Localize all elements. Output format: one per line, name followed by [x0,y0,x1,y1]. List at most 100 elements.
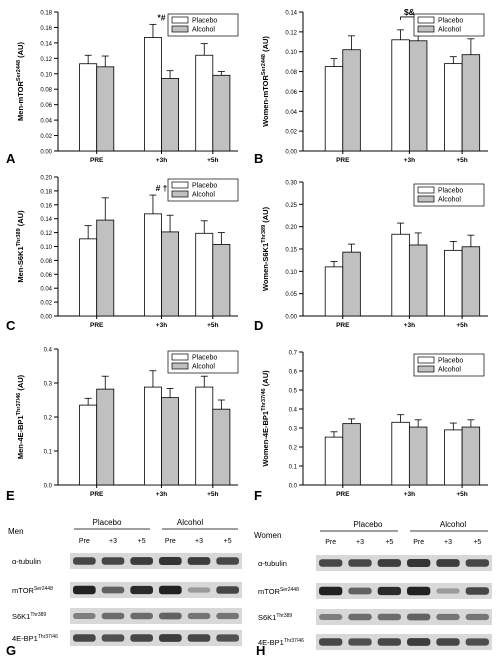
blot-lane-label: +3 [444,539,452,546]
placebo-bar [79,404,98,486]
blot-membrane [70,582,242,598]
placebo-bar [391,233,410,317]
blot-row-label-superscript: Thr389 [276,613,292,619]
y-tick-label: 0.00 [285,315,297,321]
y-tick-label: 0.5 [289,389,298,395]
blot-lane-label: +3 [195,538,203,545]
blot-lane-label: +3 [356,539,364,546]
y-tick-label: 0.30 [285,181,297,187]
x-tick-label: +3h [404,157,415,164]
blot-lane-label: +5 [224,538,232,545]
chart-panel-f: 0.0 0.1 0.2 0.3 0.4 0.5 0.6 0.7 Women-4E-BP1Thr3… [254,351,488,503]
legend: Placebo Alcohol [413,183,485,207]
y-axis-label-unit: (AU) [261,36,270,54]
blot-band [130,585,153,595]
legend-label: Placebo [192,183,217,190]
chart-panel-c: 0.00 0.02 0.04 0.06 0.08 0.10 0.12 0.14 0.16 0.18… [6,176,239,333]
placebo-bar [324,266,344,317]
x-tick-label: +5h [456,491,467,498]
y-tick-label: 0.02 [285,130,297,136]
alcohol-bar [461,426,481,486]
chart-panel-e: 0.0 0.1 0.2 0.3 0.4 Men-4E-BP1Thr37/46 (AU) PR… [6,348,239,503]
blot-condition-label: Alcohol [177,518,203,527]
blot-membrane [70,553,242,569]
x-tick-label: +3h [404,491,415,498]
legend-label: Placebo [438,358,463,365]
placebo-bar [143,213,162,317]
y-tick-label: 0.0 [289,484,298,490]
placebo-legend-swatch [417,16,435,24]
alcohol-legend-swatch [171,25,189,33]
blot-group-label: Men [8,527,24,536]
y-tick-label: 0.4 [289,408,298,414]
y-tick-label: 0.10 [285,270,297,276]
placebo-bar [79,63,98,152]
blot-band [187,557,211,565]
legend-label: Alcohol [438,367,461,374]
alcohol-bar [408,426,428,486]
panel-letter: A [6,151,16,166]
alcohol-bar [342,251,361,317]
blot-band [377,586,401,596]
blot-band [348,638,372,646]
panel-letter: D [254,318,263,333]
y-tick-label: 0.4 [44,348,53,354]
y-axis-label-main: Women-4E-BP1 [261,411,270,467]
placebo-bar [444,429,463,486]
chart-panel-a: 0.00 0.02 0.04 0.06 0.08 0.10 0.12 0.14 0.16 0.18… [6,11,239,166]
legend-label: Placebo [192,18,217,25]
alcohol-legend-swatch [171,362,189,370]
alcohol-legend-swatch [171,190,189,198]
significance-marker: # † [156,183,168,193]
y-axis-label-superscript: Thr389 [261,225,267,243]
legend-label: Alcohol [192,27,215,34]
placebo-legend-swatch [417,186,435,194]
panel-letter: B [254,151,263,166]
blot-band [130,557,153,565]
blot-band [187,612,211,620]
y-tick-label: 0.04 [40,119,52,125]
blot-band [130,612,153,620]
blot-lane-label: Pre [165,538,176,545]
significance-marker: *# [157,12,165,22]
blot-band [101,634,125,642]
placebo-bar [391,39,410,152]
legend: Placebo Alcohol [167,178,239,202]
y-tick-label: 0.06 [40,103,52,109]
blot-band [159,612,182,620]
blot-row-label-main: α-tubulin [12,557,41,566]
blot-band [319,638,343,646]
blot-membrane [316,555,492,571]
y-tick-label: 0.02 [40,134,52,140]
alcohol-bar [161,231,180,317]
legend: Placebo Alcohol [413,353,485,377]
alcohol-bar [408,244,428,317]
blot-condition-label: Alcohol [440,520,466,529]
alcohol-bar [342,423,361,486]
blot-band [216,612,239,620]
blot-band [159,557,182,565]
blot-band [348,559,372,567]
y-tick-label: 0.16 [40,203,52,209]
placebo-bar [195,232,214,317]
y-axis-label-superscript: Ser2448 [261,54,267,75]
placebo-bar [444,63,463,152]
blot-band [159,585,182,595]
blot-lane-label: +3 [109,538,117,545]
placebo-legend-swatch [417,356,435,364]
blot-row-label: mTORSer2448 [258,587,299,596]
y-tick-label: 0.06 [40,273,52,279]
placebo-bar [391,421,410,486]
blot-lane-label: +5 [385,539,393,546]
y-tick-label: 0.12 [40,57,52,63]
x-tick-label: +5h [456,157,467,164]
blot-band [465,613,489,621]
y-tick-label: 0.10 [40,245,52,251]
placebo-bar [324,436,344,486]
y-tick-label: 0.08 [285,70,297,76]
placebo-bar [143,386,162,486]
y-tick-label: 0.14 [285,11,297,17]
blot-membrane [316,634,492,650]
blot-lane-label: Pre [413,539,424,546]
blot-band [216,634,239,642]
